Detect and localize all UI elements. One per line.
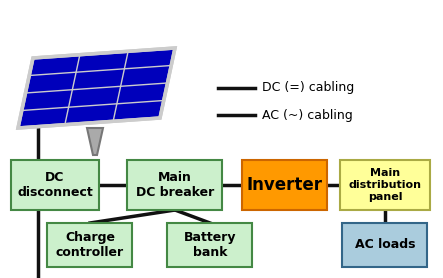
Text: DC (=) cabling: DC (=) cabling: [262, 81, 354, 95]
FancyBboxPatch shape: [340, 160, 430, 210]
Text: Main
distribution
panel: Main distribution panel: [349, 168, 421, 202]
Text: Main
DC breaker: Main DC breaker: [136, 171, 214, 199]
Text: AC loads: AC loads: [355, 239, 415, 252]
Text: DC
disconnect: DC disconnect: [17, 171, 93, 199]
FancyBboxPatch shape: [342, 223, 427, 267]
Text: Battery
bank: Battery bank: [184, 231, 236, 259]
FancyBboxPatch shape: [128, 160, 222, 210]
Text: Inverter: Inverter: [247, 176, 323, 194]
Polygon shape: [87, 128, 103, 155]
Text: Charge
controller: Charge controller: [56, 231, 124, 259]
Text: AC (~) cabling: AC (~) cabling: [262, 108, 353, 121]
FancyBboxPatch shape: [47, 223, 132, 267]
FancyBboxPatch shape: [11, 160, 99, 210]
FancyBboxPatch shape: [242, 160, 327, 210]
FancyBboxPatch shape: [167, 223, 253, 267]
Polygon shape: [18, 48, 175, 128]
